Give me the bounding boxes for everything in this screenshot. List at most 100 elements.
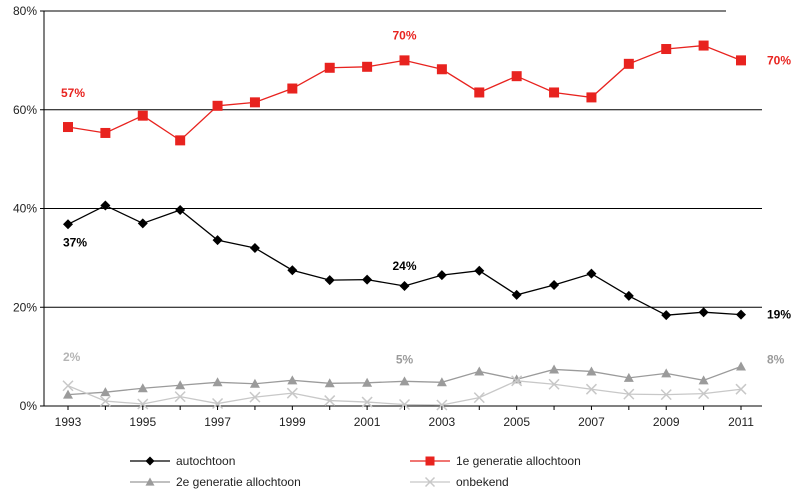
x-axis-tick-labels: 1993 1995 1997 1999 2001 2003 2005 2007 2009 2011 bbox=[55, 415, 755, 429]
data-point bbox=[362, 274, 373, 285]
legend-item: 2e generatie allochtoon bbox=[130, 475, 301, 489]
x-tick-label: 2001 bbox=[354, 415, 381, 429]
data-point bbox=[436, 399, 448, 411]
data-point-stroke-b bbox=[249, 391, 261, 403]
data-point-stroke-b bbox=[511, 375, 523, 387]
data-point bbox=[436, 377, 447, 387]
data-point bbox=[137, 383, 148, 393]
data-point-stroke-b bbox=[585, 383, 597, 395]
series-onbekend bbox=[62, 375, 747, 411]
data-label: 24% bbox=[392, 259, 416, 273]
data-point bbox=[586, 366, 597, 376]
series-group bbox=[62, 40, 747, 411]
x-tick-label: 2003 bbox=[429, 415, 456, 429]
data-point bbox=[474, 265, 485, 276]
y-tick-label: 80% bbox=[13, 4, 37, 18]
data-point-stroke-b bbox=[137, 398, 149, 410]
data-point bbox=[137, 398, 149, 410]
data-point bbox=[362, 377, 373, 387]
y-tick-label: 20% bbox=[13, 300, 37, 314]
series-autochtoon bbox=[63, 200, 746, 321]
data-point bbox=[736, 309, 746, 320]
data-point bbox=[586, 268, 597, 279]
data-point bbox=[623, 388, 635, 400]
data-point bbox=[212, 235, 223, 246]
data-point bbox=[398, 398, 411, 411]
data-point-stroke-b bbox=[174, 391, 186, 403]
data-point bbox=[249, 391, 261, 403]
data-point-stroke-b bbox=[99, 395, 111, 407]
data-point bbox=[287, 83, 298, 94]
data-point bbox=[698, 375, 709, 385]
data-point bbox=[63, 122, 73, 133]
y-axis-tick-labels: 0% 20% 40% 60% 80% bbox=[13, 4, 37, 413]
data-point bbox=[586, 92, 597, 103]
y-tick-label: 0% bbox=[20, 399, 38, 413]
series-1e-generatie-allochtoon bbox=[63, 40, 746, 146]
legend-marker bbox=[145, 456, 155, 466]
data-point bbox=[511, 375, 523, 387]
legend-marker bbox=[424, 476, 436, 488]
data-point bbox=[549, 87, 560, 98]
legend-marker-stroke-b bbox=[424, 476, 436, 488]
data-point bbox=[549, 280, 560, 291]
data-point-stroke-b bbox=[361, 396, 373, 408]
data-point-stroke-b bbox=[212, 398, 224, 410]
data-point bbox=[623, 58, 634, 69]
series-2e-generatie-allochtoon bbox=[63, 361, 746, 399]
data-point bbox=[99, 395, 111, 407]
data-point bbox=[399, 281, 410, 292]
data-point-stroke-b bbox=[324, 395, 336, 407]
data-point bbox=[100, 200, 111, 211]
x-tick-label: 1995 bbox=[129, 415, 156, 429]
data-point bbox=[175, 204, 186, 215]
data-point bbox=[175, 380, 186, 390]
data-point bbox=[249, 243, 260, 253]
legend-item: onbekend bbox=[410, 475, 509, 489]
legend: autochtoon 1e generatie allochtoon 2e gene… bbox=[130, 454, 581, 489]
data-point bbox=[436, 270, 447, 281]
legend-label: onbekend bbox=[456, 475, 509, 489]
legend-item: autochtoon bbox=[130, 454, 235, 468]
data-point-stroke-b bbox=[623, 388, 635, 400]
data-point-stroke-b bbox=[698, 388, 710, 400]
data-point bbox=[63, 219, 73, 230]
data-point bbox=[324, 62, 335, 73]
data-point bbox=[661, 44, 672, 55]
data-point bbox=[100, 127, 111, 138]
data-point bbox=[698, 40, 709, 51]
data-point bbox=[174, 391, 186, 403]
annotations-group: 37% 24% 19% 57% 70% 70% 5% 8% 2% bbox=[61, 28, 791, 366]
data-label: 5% bbox=[396, 352, 414, 366]
data-point bbox=[736, 55, 746, 66]
data-point bbox=[249, 378, 260, 388]
x-tick-label: 2005 bbox=[503, 415, 530, 429]
data-label: 8% bbox=[767, 353, 785, 367]
x-tick-label: 2007 bbox=[578, 415, 605, 429]
data-point bbox=[698, 388, 710, 400]
x-tick-label: 2009 bbox=[653, 415, 680, 429]
legend-item: 1e generatie allochtoon bbox=[410, 454, 581, 468]
data-point bbox=[212, 398, 224, 410]
data-point bbox=[324, 395, 336, 407]
x-tick-label: 1993 bbox=[55, 415, 82, 429]
data-point bbox=[698, 307, 709, 318]
x-tick-label: 1997 bbox=[204, 415, 231, 429]
data-point bbox=[324, 275, 335, 286]
data-point bbox=[399, 55, 410, 66]
data-point bbox=[436, 64, 447, 75]
data-point-stroke-b bbox=[286, 387, 298, 399]
data-point bbox=[63, 389, 73, 399]
data-point-stroke-b bbox=[660, 389, 672, 401]
data-point bbox=[249, 97, 260, 108]
data-point-stroke-b bbox=[735, 383, 747, 395]
data-point bbox=[511, 289, 522, 300]
data-point bbox=[361, 396, 373, 408]
data-point bbox=[212, 100, 223, 111]
data-point bbox=[548, 378, 560, 390]
data-point bbox=[175, 135, 186, 146]
legend-marker bbox=[145, 477, 155, 486]
data-point bbox=[100, 387, 111, 397]
legend-marker bbox=[425, 456, 435, 466]
